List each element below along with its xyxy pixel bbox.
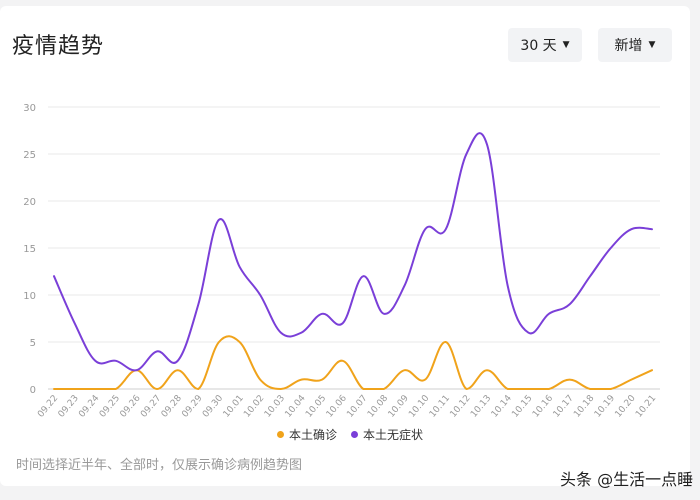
x-tick-label: 10.17 <box>552 394 576 420</box>
x-tick-label: 10.16 <box>531 393 555 419</box>
type-dropdown[interactable]: 新增 ▼ <box>598 28 672 62</box>
y-tick-label: 10 <box>23 291 36 302</box>
x-tick-label: 09.27 <box>139 394 163 420</box>
x-tick-label: 10.13 <box>469 394 493 420</box>
x-tick-label: 10.07 <box>345 394 369 420</box>
x-tick-label: 09.23 <box>57 394 81 420</box>
legend-label-asymptomatic: 本土无症状 <box>363 428 424 442</box>
x-tick-label: 09.22 <box>36 394 60 420</box>
x-tick-label: 10.18 <box>572 393 596 419</box>
x-tick-label: 10.14 <box>490 393 514 419</box>
legend-dot-asymptomatic <box>351 431 358 438</box>
x-tick-label: 10.06 <box>325 393 349 419</box>
x-tick-label: 10.09 <box>387 393 411 419</box>
chart-legend: 本土确诊 本土无症状 <box>0 426 700 443</box>
x-tick-label: 10.04 <box>284 393 308 419</box>
x-tick-label: 09.24 <box>77 393 101 419</box>
footnote: 时间选择近半年、全部时，仅展示确诊病例趋势图 <box>16 458 303 473</box>
x-tick-label: 10.03 <box>263 394 287 420</box>
y-tick-label: 30 <box>23 103 36 114</box>
x-tick-label: 09.26 <box>119 393 143 419</box>
legend-dot-confirmed <box>276 431 284 438</box>
x-tick-label: 10.02 <box>242 394 266 420</box>
legend-item-confirmed[interactable]: 本土确诊 <box>276 426 337 443</box>
legend-item-asymptomatic[interactable]: 本土无症状 <box>351 426 423 443</box>
series-line-confirmed <box>53 335 653 390</box>
x-tick-label: 09.29 <box>180 393 204 419</box>
chevron-down-icon: ▼ <box>562 40 570 50</box>
y-tick-label: 20 <box>23 197 36 208</box>
y-tick-label: 25 <box>23 150 36 161</box>
range-dropdown[interactable]: 30 天 ▼ <box>508 28 582 62</box>
x-tick-label: 10.19 <box>593 393 617 419</box>
x-tick-label: 10.05 <box>304 394 328 420</box>
x-tick-label: 10.12 <box>448 394 472 420</box>
x-tick-label: 10.11 <box>428 394 452 420</box>
x-tick-label: 10.08 <box>366 393 390 419</box>
type-dropdown-label: 新增 <box>614 38 643 54</box>
x-tick-label: 09.30 <box>201 393 225 419</box>
y-tick-label: 0 <box>30 385 36 396</box>
series-line-asymptomatic <box>53 132 653 372</box>
page-title: 疫情趋势 <box>12 34 105 59</box>
source-watermark: 头条 @生活一点睡 <box>560 470 694 489</box>
x-tick-label: 10.20 <box>613 393 637 419</box>
x-tick-label: 09.28 <box>160 393 184 419</box>
chevron-down-icon: ▼ <box>648 40 656 50</box>
legend-label-confirmed: 本土确诊 <box>288 428 337 442</box>
x-tick-label: 10.01 <box>222 394 246 420</box>
x-tick-label: 10.15 <box>510 394 534 420</box>
y-tick-label: 5 <box>30 338 36 349</box>
x-tick-label: 10.21 <box>634 394 658 420</box>
y-tick-label: 15 <box>23 244 36 255</box>
trend-card <box>0 6 690 486</box>
range-dropdown-label: 30 天 <box>520 38 557 54</box>
x-tick-label: 10.10 <box>407 393 431 419</box>
x-tick-label: 09.25 <box>98 394 122 420</box>
